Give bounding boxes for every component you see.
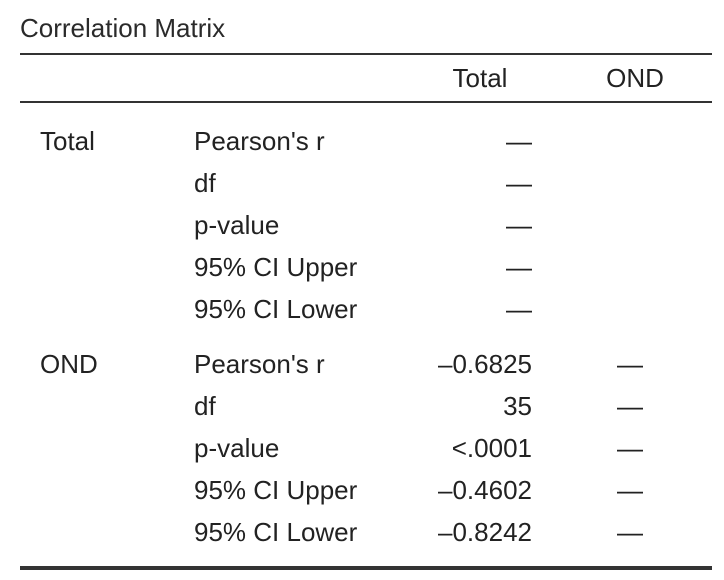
cell-total: —: [506, 252, 532, 282]
row-stat-label: Pearson's r: [194, 349, 325, 379]
column-header-total: Total: [452, 63, 508, 93]
cell-total: –0.6825: [438, 349, 532, 379]
row-stat-label: p-value: [194, 210, 280, 240]
cell-total: <.0001: [451, 433, 532, 463]
row-stat-label: Pearson's r: [194, 126, 325, 156]
row-stat-label: 95% CI Lower: [194, 517, 358, 547]
table-title: Correlation Matrix: [20, 13, 226, 43]
row-stat-label: 95% CI Lower: [194, 294, 358, 324]
header-rule: [20, 101, 712, 103]
row-stat-label: 95% CI Upper: [194, 475, 358, 505]
cell-ond: —: [617, 517, 643, 547]
cell-ond: —: [617, 391, 643, 421]
cell-total: –0.4602: [438, 475, 532, 505]
row-variable-label: Total: [40, 126, 95, 156]
cell-total: –0.8242: [438, 517, 532, 547]
row-stat-label: df: [194, 168, 216, 198]
row-stat-label: p-value: [194, 433, 280, 463]
cell-ond: —: [617, 433, 643, 463]
cell-total: —: [506, 126, 532, 156]
row-variable-label: OND: [40, 349, 98, 379]
column-header-ond: OND: [606, 63, 664, 93]
bottom-rule: [20, 566, 712, 570]
cell-total: 35: [503, 391, 532, 421]
cell-total: —: [506, 210, 532, 240]
cell-total: —: [506, 168, 532, 198]
row-stat-label: df: [194, 391, 216, 421]
row-stat-label: 95% CI Upper: [194, 252, 358, 282]
cell-ond: —: [617, 349, 643, 379]
cell-total: —: [506, 294, 532, 324]
top-rule: [20, 53, 712, 55]
cell-ond: —: [617, 475, 643, 505]
